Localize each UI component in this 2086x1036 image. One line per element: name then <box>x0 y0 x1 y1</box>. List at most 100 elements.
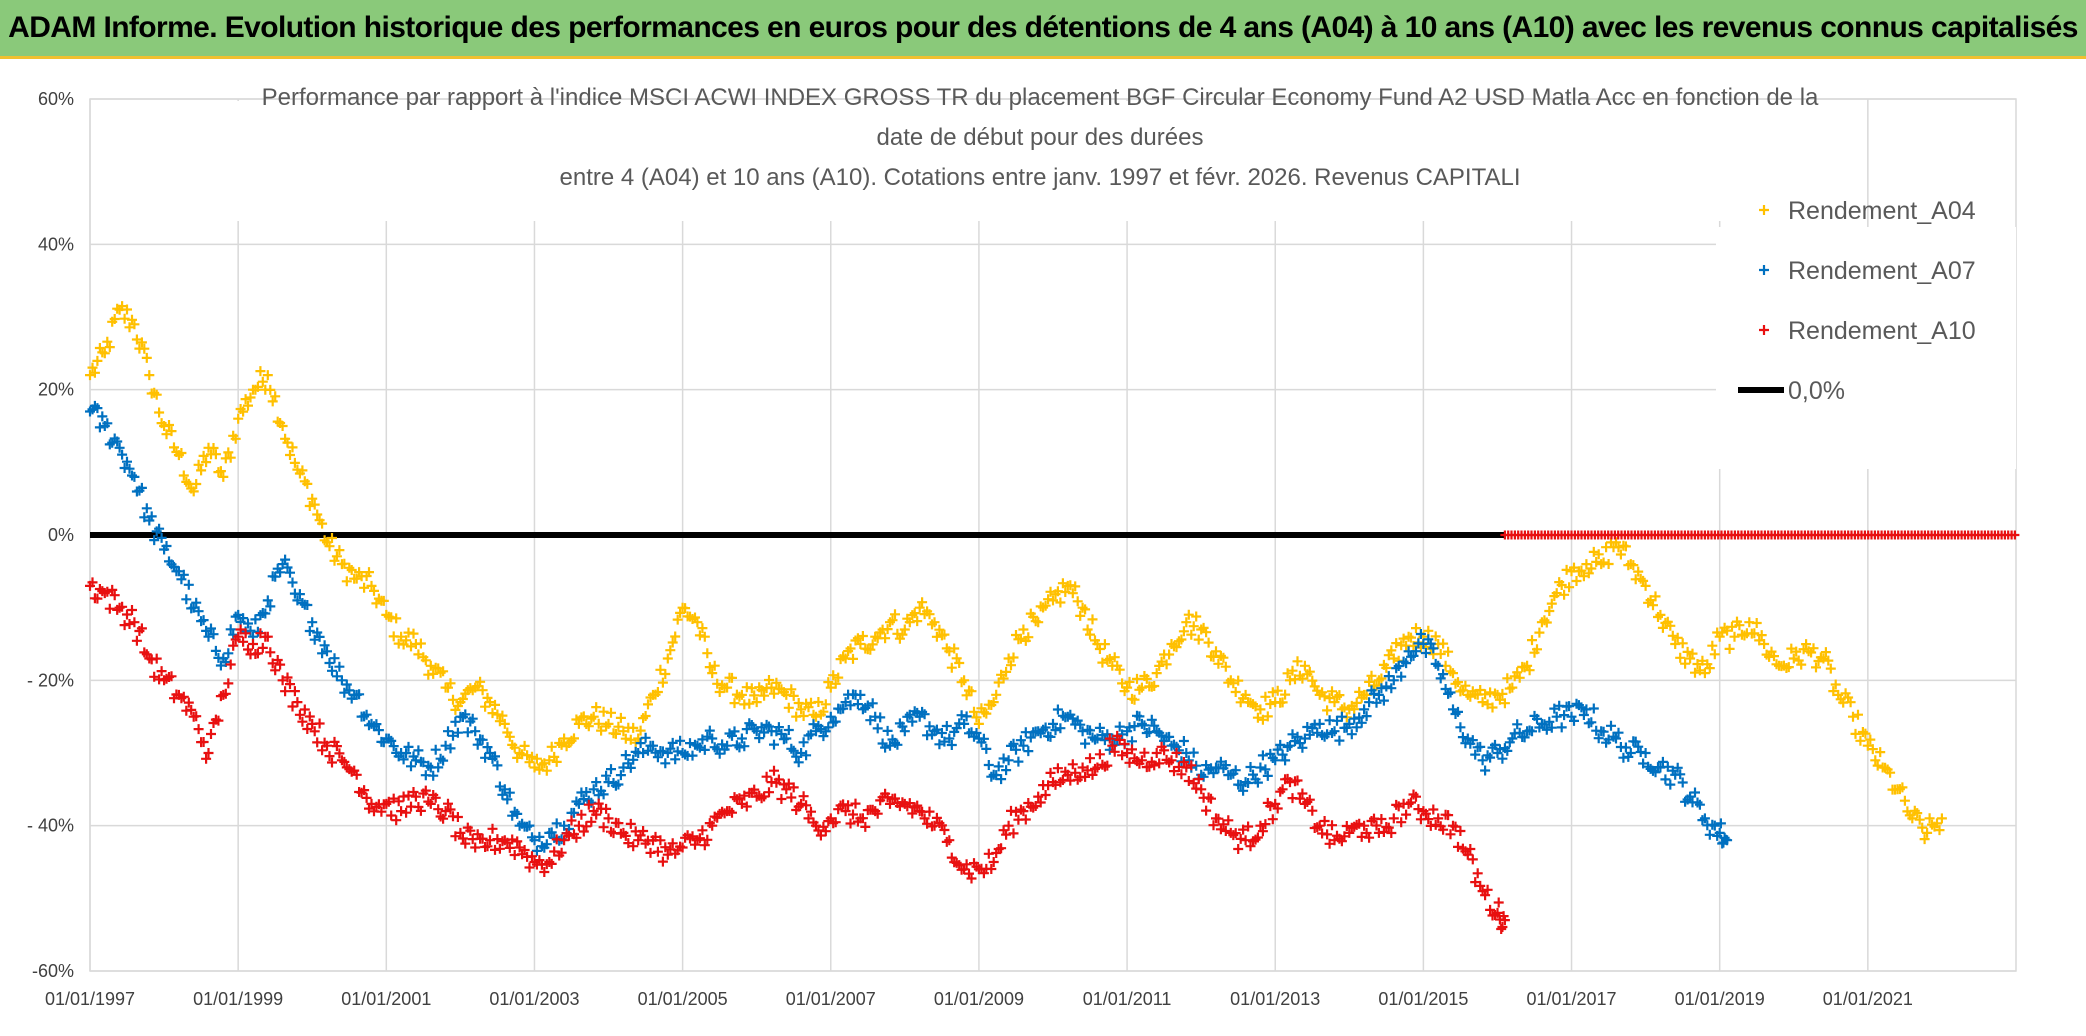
data-point <box>265 601 276 612</box>
data-point <box>527 851 537 862</box>
data-point <box>783 702 794 713</box>
data-point <box>188 486 199 497</box>
data-point <box>154 523 165 534</box>
data-point <box>660 758 671 769</box>
data-point <box>764 787 774 798</box>
data-point <box>1430 819 1441 830</box>
data-point <box>497 710 508 721</box>
data-point <box>823 722 834 733</box>
data-point <box>620 750 631 761</box>
data-point <box>465 825 476 836</box>
data-point <box>371 719 382 730</box>
data-point <box>694 833 705 844</box>
data-point <box>1260 764 1271 775</box>
data-point <box>657 746 668 757</box>
data-point <box>1455 826 1466 836</box>
data-point <box>124 463 135 474</box>
data-point <box>117 601 128 612</box>
data-point <box>1487 702 1498 713</box>
data-point <box>213 715 224 726</box>
data-point <box>1475 741 1486 752</box>
data-point <box>1650 591 1661 602</box>
x-tick-label: 01/01/2009 <box>934 989 1024 1009</box>
data-point <box>1546 598 1557 609</box>
data-point <box>1048 718 1058 729</box>
data-point <box>652 752 663 763</box>
data-point <box>820 826 831 837</box>
data-point <box>1087 614 1098 625</box>
data-point <box>1220 826 1231 836</box>
data-point <box>1220 760 1231 771</box>
data-point <box>1294 793 1305 804</box>
data-point <box>1191 611 1202 622</box>
data-point <box>734 742 745 753</box>
data-point <box>1322 729 1333 740</box>
data-point <box>1082 765 1093 776</box>
data-point <box>430 744 441 755</box>
data-point <box>1497 922 1508 932</box>
data-point <box>697 825 708 836</box>
data-point <box>665 645 676 656</box>
data-point <box>1411 646 1421 657</box>
data-point <box>1230 765 1241 776</box>
data-point <box>1045 731 1056 742</box>
data-point <box>452 727 463 738</box>
x-tick-label: 01/01/2013 <box>1230 989 1320 1009</box>
data-point <box>769 739 779 750</box>
data-point <box>1272 685 1283 696</box>
data-point <box>112 436 123 447</box>
data-point <box>1208 820 1219 831</box>
data-point <box>1080 738 1091 749</box>
data-point <box>1561 564 1572 575</box>
data-point <box>1433 813 1444 824</box>
data-point <box>1307 805 1318 816</box>
data-point <box>102 336 113 347</box>
data-point <box>1709 649 1720 660</box>
data-point <box>860 821 871 832</box>
data-point <box>1181 617 1192 628</box>
data-point <box>289 686 300 697</box>
data-point <box>1388 813 1399 824</box>
data-point <box>907 716 918 727</box>
data-point <box>1082 624 1093 635</box>
data-point <box>939 629 950 640</box>
data-point <box>628 722 639 733</box>
data-point <box>1040 722 1051 733</box>
data-point <box>1576 565 1587 576</box>
data-point <box>1588 703 1599 714</box>
data-point <box>946 740 957 750</box>
data-point <box>1070 767 1081 778</box>
data-point <box>1853 709 1863 720</box>
data-point <box>1714 827 1725 838</box>
data-point <box>490 699 500 710</box>
data-point <box>593 798 604 809</box>
data-point <box>141 503 152 514</box>
data-point <box>504 787 515 798</box>
data-point <box>1238 785 1249 796</box>
data-point <box>702 731 713 742</box>
data-point <box>591 809 602 820</box>
data-point <box>1633 566 1644 577</box>
data-point <box>699 744 710 755</box>
data-point <box>872 723 883 734</box>
data-point <box>1472 868 1483 879</box>
data-point <box>973 718 984 729</box>
data-point <box>1808 643 1819 654</box>
data-point <box>1811 662 1821 673</box>
data-point <box>1292 775 1303 786</box>
data-point <box>1233 844 1244 854</box>
data-point <box>1114 664 1125 675</box>
data-point <box>1178 736 1189 746</box>
x-tick-label: 01/01/2005 <box>638 989 728 1009</box>
report-banner-title: ADAM Informe. Evolution historique des p… <box>8 11 2078 44</box>
data-point <box>415 638 426 649</box>
data-point <box>1183 609 1194 620</box>
data-point <box>302 600 313 610</box>
data-point <box>620 830 631 841</box>
data-point <box>1870 755 1881 766</box>
data-point <box>1798 644 1809 655</box>
data-point <box>1023 632 1034 643</box>
data-point <box>1193 634 1204 645</box>
data-point <box>1497 753 1508 764</box>
data-point <box>1485 904 1496 915</box>
